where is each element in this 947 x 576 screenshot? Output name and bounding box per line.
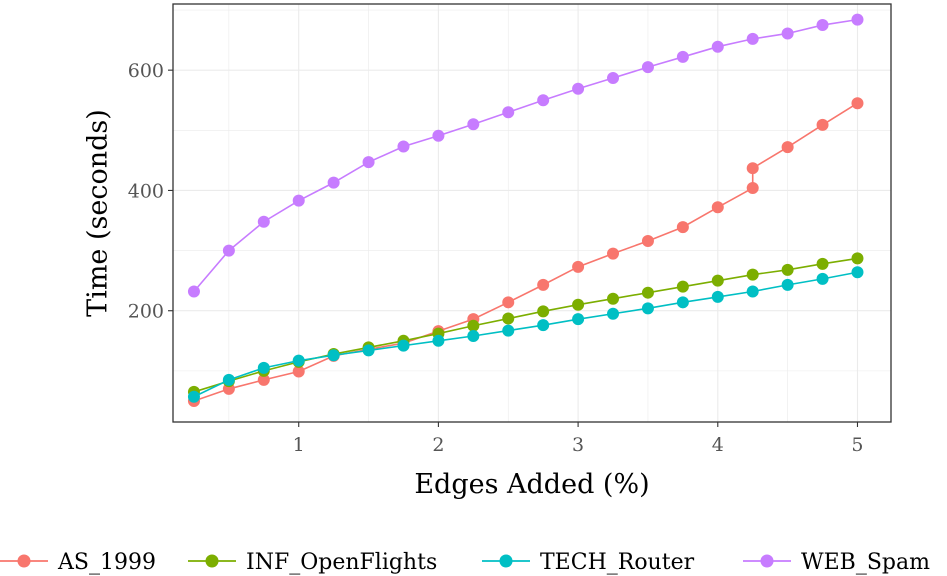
data-point (327, 349, 340, 362)
data-point (397, 339, 410, 352)
grid (173, 4, 891, 422)
legend-label: INF_OpenFlights (246, 550, 437, 575)
data-point (537, 94, 550, 107)
x-axis-title: Edges Added (%) (414, 469, 649, 500)
legend-key-point (499, 554, 513, 568)
data-point (502, 296, 515, 309)
data-point (781, 27, 794, 40)
data-point (432, 334, 445, 347)
legend-label: WEB_Spam (801, 550, 930, 575)
data-point (676, 221, 689, 234)
x-tick-label: 1 (293, 434, 305, 456)
series-web-spam (187, 13, 864, 298)
data-point (851, 266, 864, 279)
series-line (193, 102, 858, 402)
data-point (292, 354, 305, 367)
series-as-1999 (187, 97, 864, 407)
data-point (746, 162, 759, 175)
data-point (292, 365, 305, 378)
data-point (711, 201, 724, 214)
data-point (711, 40, 724, 53)
data-point (257, 361, 270, 374)
data-point (607, 307, 620, 320)
data-point (187, 390, 200, 403)
data-point (537, 305, 550, 318)
data-point (572, 260, 585, 273)
y-axis-title: Time (seconds) (82, 109, 113, 317)
data-point (746, 182, 759, 195)
data-point (607, 292, 620, 305)
data-point (816, 257, 829, 270)
data-point (467, 319, 480, 332)
x-tick-label: 4 (712, 434, 724, 456)
data-point (746, 32, 759, 45)
data-point (851, 97, 864, 110)
data-point (816, 272, 829, 285)
x-tick-label: 2 (432, 434, 444, 456)
data-point (222, 373, 235, 386)
data-point (607, 247, 620, 260)
data-point (711, 274, 724, 287)
data-point (746, 268, 759, 281)
data-point (676, 280, 689, 293)
data-point (572, 313, 585, 326)
legend-item: INF_OpenFlights (188, 550, 437, 575)
legend: AS_1999 INF_OpenFlights TECH_Router WEB_Spa… (0, 550, 930, 575)
data-point (641, 234, 654, 247)
x-tick-label: 3 (572, 434, 584, 456)
series-inf-openflights (187, 252, 864, 398)
legend-item: TECH_Router (482, 550, 695, 575)
data-point (641, 286, 654, 299)
data-point (467, 329, 480, 342)
legend-key-point (17, 554, 31, 568)
data-point (257, 373, 270, 386)
y-tick-label: 600 (128, 60, 164, 82)
plot-panel (172, 3, 892, 423)
data-point (327, 176, 340, 189)
data-point (187, 285, 200, 298)
y-tick-label: 200 (128, 301, 164, 323)
data-point (676, 296, 689, 309)
data-point (467, 118, 480, 131)
legend-item: WEB_Spam (743, 550, 930, 575)
axes: 1 2 3 4 5 200 400 600 (128, 60, 864, 456)
series-tech-router (187, 266, 864, 403)
data-point (292, 194, 305, 207)
legend-key-point (205, 554, 219, 568)
legend-key-point (760, 554, 774, 568)
data-point (851, 252, 864, 265)
x-tick-label: 5 (851, 434, 863, 456)
data-point (781, 141, 794, 154)
legend-label: AS_1999 (57, 550, 156, 575)
data-point (537, 278, 550, 291)
data-point (222, 244, 235, 257)
data-point (257, 215, 270, 228)
data-point (502, 312, 515, 325)
data-point (397, 140, 410, 153)
data-point (537, 319, 550, 332)
data-point (607, 71, 620, 84)
y-tick-label: 400 (128, 180, 164, 202)
data-point (676, 50, 689, 63)
legend-label: TECH_Router (540, 550, 695, 575)
series-layer (187, 13, 864, 407)
data-point (781, 263, 794, 276)
data-point (362, 156, 375, 169)
data-point (641, 61, 654, 74)
data-point (746, 285, 759, 298)
data-point (572, 298, 585, 311)
data-point (502, 324, 515, 337)
data-point (816, 19, 829, 32)
data-point (851, 13, 864, 26)
data-point (711, 290, 724, 303)
data-point (362, 344, 375, 357)
data-point (781, 278, 794, 291)
data-point (572, 82, 585, 95)
data-point (502, 106, 515, 119)
data-point (432, 129, 445, 142)
legend-item: AS_1999 (0, 550, 156, 575)
data-point (816, 118, 829, 131)
data-point (641, 302, 654, 315)
